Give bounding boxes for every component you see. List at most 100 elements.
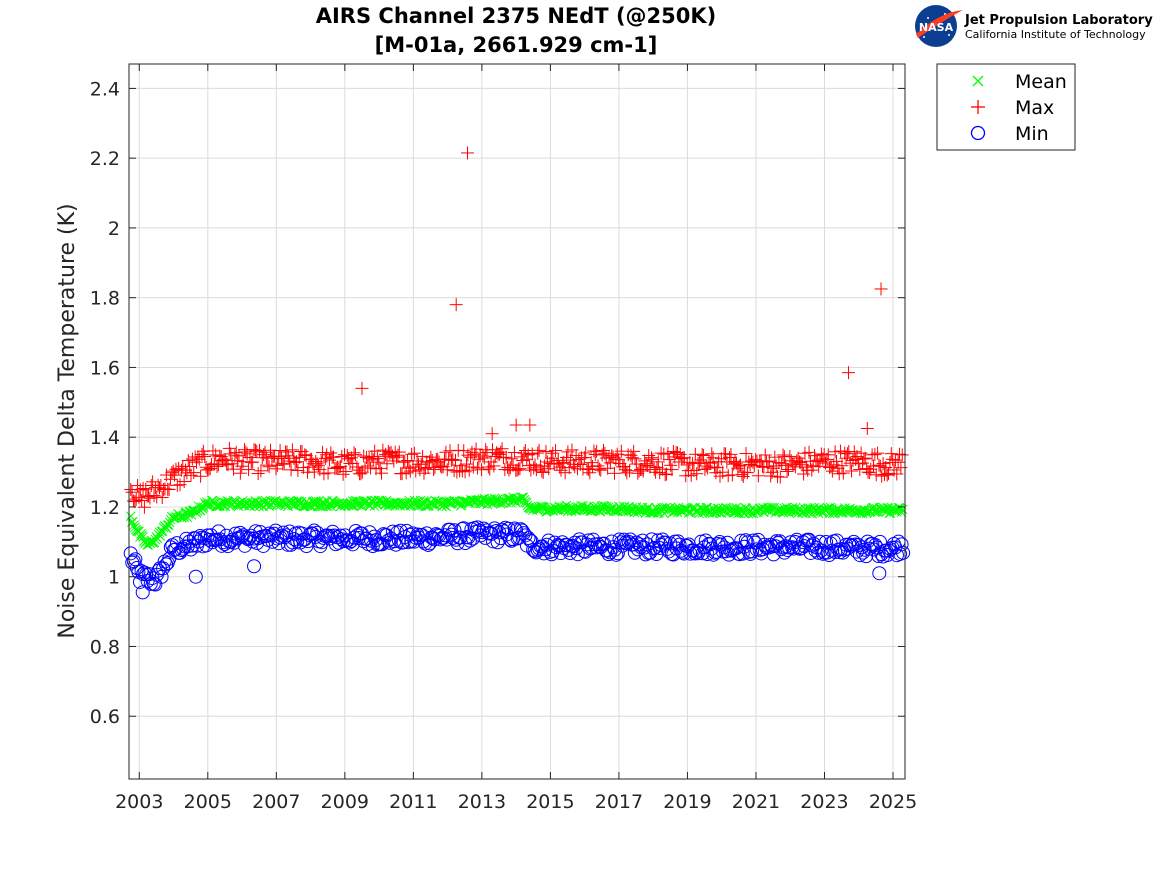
max-point — [361, 459, 375, 473]
max-point — [740, 466, 754, 480]
max-point — [873, 459, 887, 473]
mean-point — [606, 504, 617, 515]
max-point — [860, 421, 874, 435]
max-point — [507, 445, 521, 459]
max-point — [258, 445, 272, 459]
mean-point — [265, 495, 276, 506]
y-tick-label: 2.2 — [90, 148, 120, 170]
max-point — [687, 463, 701, 477]
min-point — [154, 569, 169, 584]
max-point — [391, 448, 405, 462]
max-point — [662, 453, 676, 467]
mean-point — [354, 499, 364, 510]
series-max — [124, 146, 909, 514]
y-tick-label: 2 — [108, 218, 120, 240]
x-axis-ticks: 2003 2005 2007 2009 2011 2013 2015 2017 2019 2021… — [115, 64, 917, 813]
max-point — [658, 468, 672, 482]
max-point — [292, 450, 306, 464]
mean-point — [897, 504, 908, 515]
max-point — [503, 461, 517, 475]
min-point — [135, 585, 150, 600]
max-point — [751, 469, 765, 483]
y-tick-label: 0.8 — [90, 636, 120, 658]
max-point — [469, 442, 483, 456]
max-point — [527, 461, 541, 475]
y-tick-label: 2.4 — [90, 78, 120, 100]
chart-title-line-2: [M-01a, 2661.929 cm-1] — [375, 33, 658, 57]
max-point — [372, 455, 386, 469]
max-point — [523, 418, 537, 432]
min-point — [612, 532, 627, 547]
max-point — [184, 468, 198, 482]
max-point — [886, 452, 900, 466]
min-point — [247, 559, 262, 574]
x-tick-label: 2019 — [663, 791, 711, 813]
min-point — [846, 534, 861, 549]
max-point — [764, 469, 778, 483]
max-point — [646, 452, 660, 466]
max-point — [133, 483, 147, 497]
max-point — [628, 452, 642, 466]
max-point — [125, 485, 139, 499]
max-point — [250, 444, 264, 458]
legend-item-min: Min — [970, 123, 1049, 145]
min-point — [216, 535, 231, 550]
legend-item-max: Max — [971, 97, 1054, 119]
max-point — [370, 451, 384, 465]
max-point — [510, 463, 524, 477]
max-point — [424, 450, 438, 464]
min-point — [683, 546, 698, 561]
max-point — [392, 445, 406, 459]
max-point — [650, 461, 664, 475]
max-point — [136, 481, 150, 495]
min-point — [526, 542, 541, 557]
min-point — [626, 537, 641, 552]
max-point — [776, 448, 790, 462]
y-axis-ticks: 0.6 0.8 1 1.2 1.4 1.6 1.8 2 2.2 2.4 — [90, 78, 905, 728]
max-point — [247, 443, 261, 457]
max-point — [333, 460, 347, 474]
max-point — [254, 464, 268, 478]
min-point — [509, 523, 524, 538]
max-point — [675, 452, 689, 466]
max-point — [460, 146, 474, 160]
mean-point — [532, 505, 543, 515]
max-point — [698, 462, 712, 476]
min-point — [157, 554, 172, 569]
x-tick-label: 2003 — [115, 791, 163, 813]
min-point — [658, 535, 673, 550]
min-point — [872, 566, 887, 581]
max-point — [477, 451, 491, 465]
max-point — [374, 466, 388, 480]
y-tick-label: 1 — [108, 567, 120, 589]
max-point — [592, 462, 606, 476]
max-point — [536, 465, 550, 479]
min-point — [445, 530, 460, 545]
max-point — [549, 444, 563, 458]
max-point — [864, 462, 878, 476]
mean-point — [790, 502, 801, 513]
min-point — [852, 548, 867, 563]
min-point — [874, 547, 889, 562]
max-point — [525, 447, 539, 461]
max-point — [147, 489, 161, 503]
max-point — [845, 464, 859, 478]
mean-point — [545, 505, 555, 515]
max-point — [187, 466, 201, 480]
mean-point — [138, 532, 148, 542]
min-point — [402, 527, 417, 542]
max-point — [772, 456, 786, 470]
max-point — [365, 450, 379, 464]
max-point — [368, 444, 382, 458]
max-point — [169, 462, 183, 476]
mean-point — [471, 495, 481, 506]
max-point — [665, 463, 679, 477]
max-point — [129, 492, 143, 506]
y-tick-label: 1.6 — [90, 357, 120, 379]
mean-point — [599, 501, 610, 512]
min-point — [811, 545, 826, 560]
max-point — [499, 450, 513, 464]
mean-point — [559, 501, 570, 512]
max-point — [880, 468, 894, 482]
mean-point — [302, 500, 313, 511]
